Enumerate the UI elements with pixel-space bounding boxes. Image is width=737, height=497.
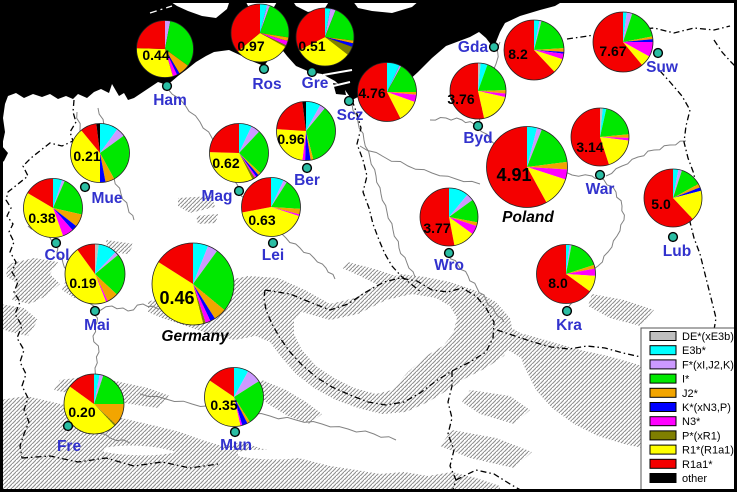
svg-text:K*(xN3,P): K*(xN3,P) xyxy=(682,402,731,414)
svg-text:3.77: 3.77 xyxy=(423,220,450,236)
svg-text:0.62: 0.62 xyxy=(212,155,239,171)
svg-text:0.19: 0.19 xyxy=(69,275,96,291)
svg-text:Ros: Ros xyxy=(252,76,281,93)
svg-text:Lub: Lub xyxy=(663,243,691,260)
svg-text:Wro: Wro xyxy=(434,257,464,274)
svg-text:Gre: Gre xyxy=(302,75,329,92)
svg-text:5.0: 5.0 xyxy=(651,196,671,212)
svg-text:R1*(R1a1): R1*(R1a1) xyxy=(682,445,734,457)
svg-text:Suw: Suw xyxy=(646,59,679,76)
svg-text:Lei: Lei xyxy=(262,247,284,264)
svg-text:Mag: Mag xyxy=(202,188,233,205)
svg-text:Col: Col xyxy=(45,247,70,264)
svg-text:E3b*: E3b* xyxy=(682,345,707,357)
svg-text:War: War xyxy=(586,181,615,198)
svg-text:8.0: 8.0 xyxy=(548,275,568,291)
svg-text:Germany: Germany xyxy=(161,328,230,345)
svg-text:3.14: 3.14 xyxy=(576,139,603,155)
svg-text:0.63: 0.63 xyxy=(248,212,275,228)
svg-text:Ham: Ham xyxy=(153,92,187,109)
svg-text:R1a1*: R1a1* xyxy=(682,459,713,471)
svg-text:0.35: 0.35 xyxy=(210,397,237,413)
svg-text:3.76: 3.76 xyxy=(447,91,474,107)
svg-text:F*(xI,J2,K): F*(xI,J2,K) xyxy=(682,359,734,371)
svg-text:J2*: J2* xyxy=(682,388,699,400)
svg-text:Gda: Gda xyxy=(458,39,489,56)
svg-text:Mun: Mun xyxy=(220,437,252,454)
svg-text:0.51: 0.51 xyxy=(298,38,325,54)
svg-text:0.96: 0.96 xyxy=(277,131,304,147)
svg-text:Kra: Kra xyxy=(556,317,582,334)
svg-text:Fre: Fre xyxy=(57,438,82,455)
svg-text:0.44: 0.44 xyxy=(142,47,169,63)
svg-text:0.97: 0.97 xyxy=(237,38,264,54)
svg-text:P*(xR1): P*(xR1) xyxy=(682,430,721,442)
svg-text:8.2: 8.2 xyxy=(508,46,528,62)
svg-text:0.21: 0.21 xyxy=(73,148,100,164)
svg-text:0.46: 0.46 xyxy=(159,288,194,308)
svg-text:Poland: Poland xyxy=(502,209,554,226)
svg-text:0.38: 0.38 xyxy=(28,210,55,226)
svg-text:Ber: Ber xyxy=(294,172,320,189)
svg-text:7.67: 7.67 xyxy=(599,43,626,59)
svg-text:DE*(xE3b): DE*(xE3b) xyxy=(682,331,734,343)
svg-text:0.20: 0.20 xyxy=(68,404,95,420)
svg-text:4.76: 4.76 xyxy=(358,85,385,101)
svg-text:other: other xyxy=(682,473,707,485)
svg-text:4.91: 4.91 xyxy=(496,165,531,185)
svg-text:N3*: N3* xyxy=(682,416,701,428)
svg-text:Scz: Scz xyxy=(337,107,364,124)
svg-text:Mue: Mue xyxy=(92,190,123,207)
svg-text:Byd: Byd xyxy=(463,130,492,147)
svg-text:Mai: Mai xyxy=(84,317,110,334)
svg-text:I*: I* xyxy=(682,374,690,386)
